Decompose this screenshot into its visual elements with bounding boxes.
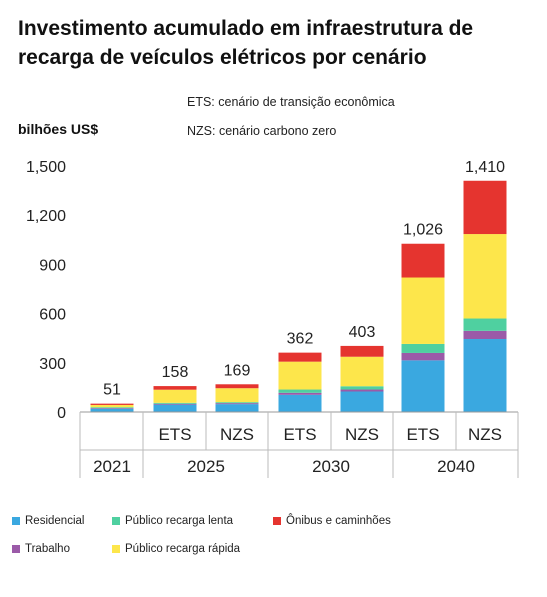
chart-title: Investimento acumulado em infraestrutura… <box>18 17 474 69</box>
bar-segment-p-blico-recarga-r-pida <box>340 356 384 387</box>
total-label: 403 <box>349 324 376 341</box>
legend-label: Residencial <box>25 515 85 527</box>
bar-segment-residencial <box>463 339 507 412</box>
bar-segment-p-blico-recarga-r-pida <box>401 277 445 344</box>
bar-segment--nibus-e-caminh-es <box>153 386 197 390</box>
bar-segment-p-blico-recarga-lenta <box>153 402 197 404</box>
bar-segment-p-blico-recarga-lenta <box>463 318 507 331</box>
scenario-label: ETS <box>283 425 316 444</box>
bar-segment-p-blico-recarga-lenta <box>90 407 134 409</box>
scenario-label: NZS <box>345 425 379 444</box>
legend-label: Público recarga rápida <box>125 543 241 555</box>
legend-swatch <box>112 517 120 525</box>
y-tick-label: 1,500 <box>26 159 66 176</box>
bar-segment-residencial <box>90 408 134 412</box>
bar-segment--nibus-e-caminh-es <box>340 345 384 357</box>
scenario-label: ETS <box>406 425 439 444</box>
y-tick-label: 300 <box>39 356 66 373</box>
y-tick-label: 900 <box>39 257 66 274</box>
bar-segment-p-blico-recarga-lenta <box>215 402 259 404</box>
bar-segment--nibus-e-caminh-es <box>90 403 134 405</box>
y-tick-label: 600 <box>39 307 66 324</box>
bar-segment-p-blico-recarga-r-pida <box>153 389 197 403</box>
scenario-label: NZS <box>468 425 502 444</box>
y-tick-label: 0 <box>57 405 66 422</box>
legend-label: Trabalho <box>25 543 70 555</box>
scenario-label: NZS <box>220 425 254 444</box>
year-label: 2025 <box>187 457 225 476</box>
bar-segment-trabalho <box>90 408 134 409</box>
bar-segment-trabalho <box>153 403 197 405</box>
legend-item: Trabalho <box>12 543 70 555</box>
total-label: 158 <box>162 364 189 381</box>
note-nzs: NZS: cenário carbono zero <box>187 124 337 138</box>
bar-segment-p-blico-recarga-r-pida <box>90 404 134 408</box>
bar-segment-p-blico-recarga-r-pida <box>463 234 507 319</box>
bar-segment-trabalho <box>401 352 445 361</box>
bar-segment-p-blico-recarga-lenta <box>278 389 322 393</box>
year-label: 2030 <box>312 457 350 476</box>
note-ets: ETS: cenário de transição econômica <box>187 95 395 109</box>
total-label: 362 <box>287 331 314 348</box>
legend-label: Ônibus e caminhões <box>286 515 391 527</box>
y-axis-label: bilhões US$ <box>18 121 99 137</box>
bar-segment--nibus-e-caminh-es <box>215 384 259 389</box>
total-label: 1,410 <box>465 159 505 176</box>
bar-segment-residencial <box>340 391 384 412</box>
total-label: 1,026 <box>403 222 443 239</box>
bar-segment-residencial <box>215 404 259 412</box>
legend-item: Público recarga rápida <box>112 543 240 555</box>
bar-segment--nibus-e-caminh-es <box>463 180 507 235</box>
legend-swatch <box>112 545 120 553</box>
legend-item: Ônibus e caminhões <box>273 515 391 527</box>
bar-segment-trabalho <box>340 389 384 392</box>
year-label: 2021 <box>93 457 131 476</box>
bar-segment-trabalho <box>463 330 507 340</box>
legend-item: Público recarga lenta <box>112 515 233 527</box>
scenario-label: ETS <box>158 425 191 444</box>
bar-segment-residencial <box>401 360 445 412</box>
legend-swatch <box>12 545 20 553</box>
legend-swatch <box>273 517 281 525</box>
bar-segment-p-blico-recarga-r-pida <box>278 361 322 390</box>
bar-segment-p-blico-recarga-r-pida <box>215 388 259 403</box>
bar-segment-trabalho <box>278 392 322 395</box>
bar-segment-p-blico-recarga-lenta <box>340 386 384 390</box>
y-tick-label: 1,200 <box>26 208 66 225</box>
legend-item: Residencial <box>12 515 84 527</box>
year-label: 2040 <box>437 457 475 476</box>
bar-segment-residencial <box>153 404 197 412</box>
bar-segment-trabalho <box>215 403 259 405</box>
bar-segment--nibus-e-caminh-es <box>401 243 445 278</box>
bar-segment-residencial <box>278 394 322 412</box>
bar-segment-p-blico-recarga-lenta <box>401 343 445 353</box>
legend-swatch <box>12 517 20 525</box>
bar-segment--nibus-e-caminh-es <box>278 352 322 362</box>
legend-label: Público recarga lenta <box>125 515 234 527</box>
total-label: 169 <box>224 362 251 379</box>
total-label: 51 <box>103 382 121 399</box>
